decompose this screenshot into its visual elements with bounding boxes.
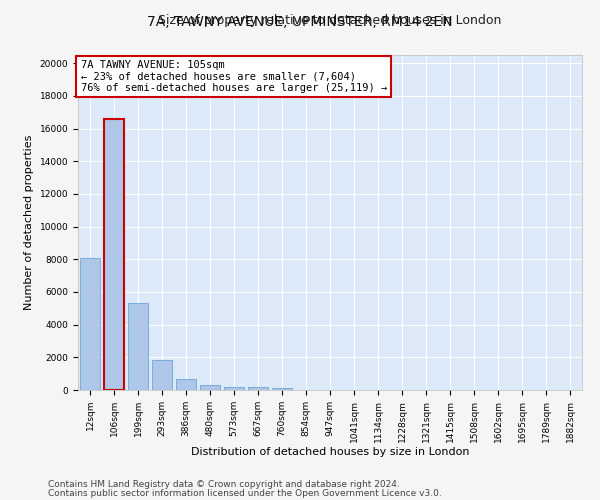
X-axis label: Distribution of detached houses by size in London: Distribution of detached houses by size …	[191, 448, 469, 458]
Text: Contains public sector information licensed under the Open Government Licence v3: Contains public sector information licen…	[48, 489, 442, 498]
Bar	[104, 118, 124, 390]
Bar	[224, 386, 244, 390]
Bar	[272, 388, 292, 390]
Bar	[80, 258, 100, 390]
Bar	[200, 385, 220, 390]
Text: 7A, TAWNY AVENUE, UPMINSTER, RM14 2EN: 7A, TAWNY AVENUE, UPMINSTER, RM14 2EN	[147, 15, 453, 29]
Title: Size of property relative to detached houses in London: Size of property relative to detached ho…	[158, 14, 502, 28]
Text: Contains HM Land Registry data © Crown copyright and database right 2024.: Contains HM Land Registry data © Crown c…	[48, 480, 400, 489]
Bar	[128, 304, 148, 390]
Y-axis label: Number of detached properties: Number of detached properties	[24, 135, 34, 310]
Bar	[152, 360, 172, 390]
Text: 7A TAWNY AVENUE: 105sqm
← 23% of detached houses are smaller (7,604)
76% of semi: 7A TAWNY AVENUE: 105sqm ← 23% of detache…	[80, 60, 387, 93]
Bar	[176, 379, 196, 390]
Bar	[248, 387, 268, 390]
